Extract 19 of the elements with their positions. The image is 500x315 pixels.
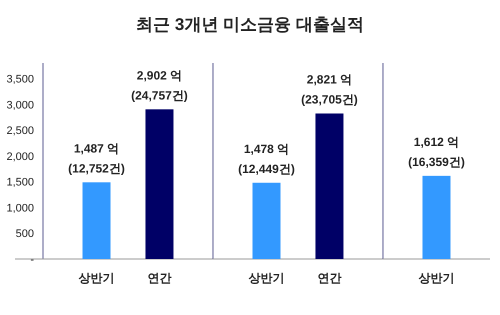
x-tick-label: 연간: [147, 271, 172, 285]
y-tick-label: 2,500: [6, 125, 34, 138]
x-tick-label: 상반기: [417, 271, 454, 285]
y-tick-label: 3,000: [6, 99, 34, 112]
x-tick-label: 연간: [317, 271, 342, 285]
x-tick-label: 상반기: [78, 271, 115, 285]
y-tick-label: 1,000: [6, 202, 34, 214]
y-tick-label: 500: [16, 228, 34, 240]
data-label: 1,478 억 (12,449건): [238, 142, 295, 176]
data-label: 1,487 억 (12,752건): [68, 141, 125, 176]
y-tick-label: 3,500: [6, 73, 34, 86]
text: 최근 3개년 미소금융 대출실적: [136, 15, 364, 34]
data-label: 1,612 억 (16,359건): [408, 134, 465, 169]
data-label: 2,821 억 (23,705건): [301, 72, 358, 106]
y-tick-label: 2,000: [6, 150, 34, 163]
x-tick-label: 상반기: [248, 271, 284, 285]
data-label: 2,902 억 (24,757건): [131, 68, 188, 102]
y-tick-label: -: [30, 254, 34, 266]
y-tick-label: 1,500: [6, 176, 34, 189]
